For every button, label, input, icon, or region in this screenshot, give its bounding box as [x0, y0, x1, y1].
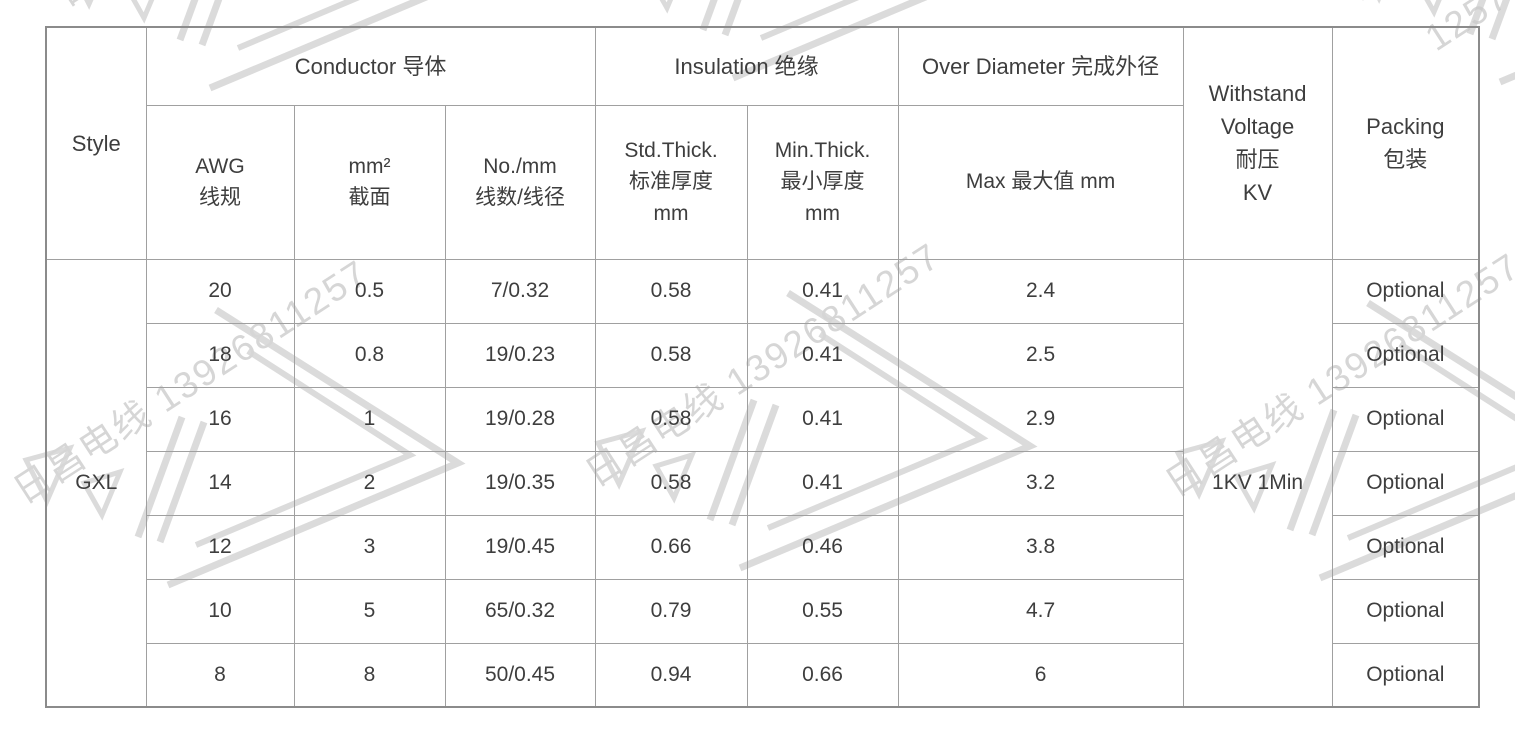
no-mm-cell: 19/0.28	[444, 386, 596, 452]
mm2-cell: 2	[293, 450, 446, 516]
header-max-diameter: Max 最大值 mm	[897, 104, 1184, 260]
no-mm-cell: 19/0.35	[444, 450, 596, 516]
std-thick-cell: 0.94	[594, 642, 748, 708]
header-no-mm: No./mm 线数/线径	[444, 104, 596, 260]
max-diameter-cell: 3.2	[897, 450, 1184, 516]
no-mm-cell: 65/0.32	[444, 578, 596, 644]
packing-cell: Optional	[1331, 642, 1480, 708]
awg-cell: 12	[145, 514, 295, 580]
awg-cell: 20	[145, 258, 295, 324]
table-row: GXL 20 0.5 7/0.32 0.58 0.41 2.4 1KV 1Min…	[45, 258, 1480, 708]
header-mm2: mm² 截面	[293, 104, 446, 260]
withstand-voltage-cell: 1KV 1Min	[1182, 258, 1333, 708]
min-thick-cell: 0.41	[746, 322, 899, 388]
no-mm-cell: 19/0.45	[444, 514, 596, 580]
style-value-cell: GXL	[45, 258, 147, 708]
max-diameter-cell: 3.8	[897, 514, 1184, 580]
spec-table-container: Style Conductor 导体 Insulation 绝缘 Over Di…	[45, 26, 1481, 708]
mm2-cell: 8	[293, 642, 446, 708]
min-thick-cell: 0.46	[746, 514, 899, 580]
table-row: 8 8 50/0.45 0.94 0.66 6 Optional	[46, 642, 1480, 708]
header-group-insulation: Insulation 绝缘	[594, 26, 899, 106]
header-withstand-voltage: Withstand Voltage 耐压 KV	[1182, 26, 1333, 260]
header-packing: Packing 包装	[1331, 26, 1480, 260]
mm2-cell: 0.5	[293, 258, 446, 324]
max-diameter-cell: 2.9	[897, 386, 1184, 452]
min-thick-cell: 0.41	[746, 450, 899, 516]
packing-cell: Optional	[1331, 258, 1480, 324]
packing-cell: Optional	[1331, 322, 1480, 388]
min-thick-cell: 0.41	[746, 258, 899, 324]
min-thick-cell: 0.41	[746, 386, 899, 452]
wire-spec-table: Style Conductor 导体 Insulation 绝缘 Over Di…	[45, 26, 1481, 708]
max-diameter-cell: 6	[897, 642, 1184, 708]
max-diameter-cell: 2.5	[897, 322, 1184, 388]
awg-cell: 16	[145, 386, 295, 452]
std-thick-cell: 0.79	[594, 578, 748, 644]
header-style: Style	[45, 26, 147, 260]
awg-cell: 10	[145, 578, 295, 644]
min-thick-cell: 0.66	[746, 642, 899, 708]
header-min-thick: Min.Thick. 最小厚度 mm	[746, 104, 899, 260]
header-std-thick: Std.Thick. 标准厚度 mm	[594, 104, 748, 260]
std-thick-cell: 0.58	[594, 450, 748, 516]
std-thick-cell: 0.58	[594, 322, 748, 388]
std-thick-cell: 0.58	[594, 386, 748, 452]
no-mm-cell: 50/0.45	[444, 642, 596, 708]
mm2-cell: 0.8	[293, 322, 446, 388]
std-thick-cell: 0.58	[594, 258, 748, 324]
mm2-cell: 5	[293, 578, 446, 644]
table-row: 10 5 65/0.32 0.79 0.55 4.7 Optional	[46, 578, 1480, 644]
packing-cell: Optional	[1331, 386, 1480, 452]
max-diameter-cell: 2.4	[897, 258, 1184, 324]
max-diameter-cell: 4.7	[897, 578, 1184, 644]
no-mm-cell: 7/0.32	[444, 258, 596, 324]
packing-cell: Optional	[1331, 578, 1480, 644]
no-mm-cell: 19/0.23	[444, 322, 596, 388]
packing-cell: Optional	[1331, 450, 1480, 516]
packing-cell: Optional	[1331, 514, 1480, 580]
header-group-conductor: Conductor 导体	[145, 26, 596, 106]
mm2-cell: 1	[293, 386, 446, 452]
header-awg: AWG 线规	[145, 104, 295, 260]
min-thick-cell: 0.55	[746, 578, 899, 644]
awg-cell: 14	[145, 450, 295, 516]
awg-cell: 18	[145, 322, 295, 388]
std-thick-cell: 0.66	[594, 514, 748, 580]
header-group-over-diameter: Over Diameter 完成外径	[897, 26, 1184, 106]
mm2-cell: 3	[293, 514, 446, 580]
awg-cell: 8	[145, 642, 295, 708]
